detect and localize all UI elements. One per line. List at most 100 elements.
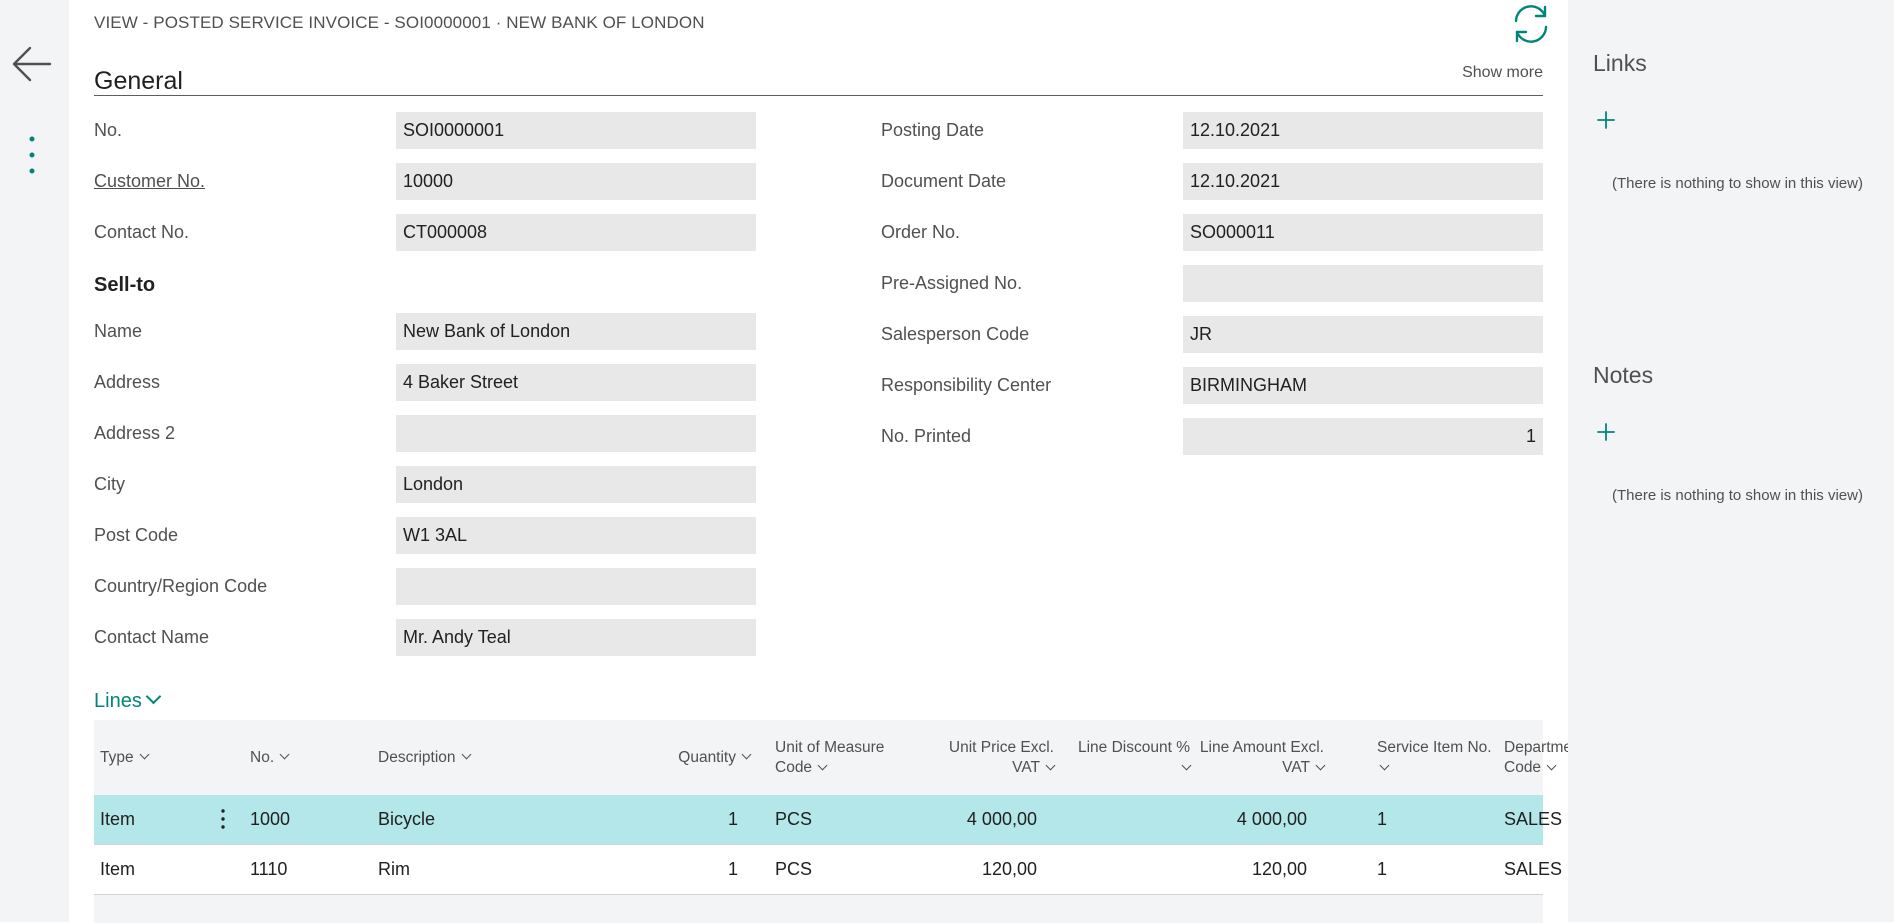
cell-type[interactable]: Item (100, 809, 136, 829)
column-header-unit-price-excl-vat[interactable]: Unit Price Excl. VAT (924, 720, 1056, 795)
refresh-icon (1514, 5, 1548, 43)
field-value[interactable]: W1 3AL (396, 517, 756, 554)
column-header-unit-of-measure-code[interactable]: Unit of Measure Code (775, 720, 905, 795)
field-label: Contact No. (94, 222, 190, 242)
table-row[interactable]: Item 1000 Bicycle 1 PCS 4 000,00 4 000,0… (94, 795, 1562, 845)
field-value[interactable]: CT000008 (396, 214, 756, 251)
chevron-down-icon (1379, 760, 1390, 770)
field-value[interactable]: 1 (1183, 418, 1543, 455)
table-row[interactable]: Item 1110 Rim 1 PCS 120,00 120,00 1 SALE… (94, 845, 1562, 895)
cell-service-item-no[interactable]: 1 (1377, 859, 1388, 879)
cell-unit-price[interactable]: 4 000,00 (966, 809, 1037, 829)
field-document-date: Document Date 12.10.2021 (881, 163, 1543, 200)
column-header-label-wrap: Line Amount Excl. VAT (1199, 738, 1326, 778)
vertical-ellipsis-icon (221, 809, 225, 829)
field-post-code: Post Code W1 3AL (94, 517, 756, 554)
column-header-label: Quantity (678, 748, 736, 766)
field-value[interactable] (396, 568, 756, 605)
field-value[interactable]: New Bank of London (396, 313, 756, 350)
column-header-line-amount-excl-vat[interactable]: Line Amount Excl. VAT (1194, 720, 1326, 795)
cell-no[interactable]: 1000 (250, 809, 291, 829)
column-header-department-code[interactable]: Department Code (1504, 720, 1604, 795)
cell-description[interactable]: Rim (378, 859, 410, 879)
column-header-no[interactable]: No. (250, 720, 370, 795)
cell-uom[interactable]: PCS (775, 809, 813, 829)
cell-line-amount[interactable]: 120,00 (1251, 859, 1307, 879)
add-link-button[interactable] (1594, 108, 1618, 132)
column-header-label: Unit of Measure (775, 738, 885, 756)
field-order-no: Order No. SO000011 (881, 214, 1543, 251)
field-value[interactable]: 4 Baker Street (396, 364, 756, 401)
cell-line-discount[interactable] (1054, 795, 1174, 844)
field-label: Country/Region Code (94, 576, 268, 596)
page-caption: VIEW - POSTED SERVICE INVOICE - SOI00000… (94, 13, 705, 32)
customer-no-link[interactable]: Customer No. (94, 171, 206, 191)
field-responsibility-center: Responsibility Center BIRMINGHAM (881, 367, 1543, 404)
chevron-down-icon (139, 749, 150, 760)
column-header-label: Code (775, 758, 813, 776)
column-header-label: Department (1504, 738, 1585, 756)
field-value[interactable]: 12.10.2021 (1183, 163, 1543, 200)
column-header-label: VAT (1012, 758, 1040, 776)
field-value[interactable]: London (396, 466, 756, 503)
field-value[interactable]: 10000 (396, 163, 756, 200)
field-value[interactable] (396, 415, 756, 452)
field-no-printed: No. Printed 1 (881, 418, 1543, 455)
field-label: No. Printed (881, 426, 972, 446)
cell-line-amount[interactable]: 4 000,00 (1236, 809, 1307, 829)
column-header-description[interactable]: Description (378, 720, 618, 795)
column-header-label: Unit Price Excl. (948, 738, 1054, 756)
lines-section-toggle[interactable]: Lines (94, 688, 162, 713)
column-header-label: Line Amount Excl. (1199, 738, 1324, 756)
show-more-link[interactable]: Show more (1462, 64, 1543, 81)
refresh-button[interactable] (1509, 2, 1553, 46)
field-value[interactable]: BIRMINGHAM (1183, 367, 1543, 404)
field-salesperson-code: Salesperson Code JR (881, 316, 1543, 353)
arrow-left-icon (12, 46, 52, 82)
notes-title: Notes (1593, 362, 1654, 388)
cell-line-discount[interactable] (1054, 845, 1174, 894)
field-value[interactable]: SO000011 (1183, 214, 1543, 251)
cell-department-code[interactable]: SALES (1504, 859, 1563, 879)
left-rail (0, 0, 69, 922)
cell-description[interactable]: Bicycle (378, 809, 436, 829)
row-actions-button[interactable] (216, 807, 230, 831)
grid-empty-area (94, 895, 1543, 923)
column-header-type[interactable]: Type (100, 720, 240, 795)
field-value[interactable]: JR (1183, 316, 1543, 353)
cell-quantity[interactable]: 1 (727, 809, 738, 829)
field-label: Responsibility Center (881, 375, 1052, 395)
field-value[interactable] (1183, 265, 1543, 302)
notes-empty-message: (There is nothing to show in this view) (1612, 487, 1863, 504)
column-header-line-discount[interactable]: Line Discount % (1054, 720, 1192, 795)
links-empty-message: (There is nothing to show in this view) (1612, 175, 1863, 192)
field-posting-date: Posting Date 12.10.2021 (881, 112, 1543, 149)
cell-quantity[interactable]: 1 (727, 859, 738, 879)
field-label: Address 2 (94, 423, 176, 443)
field-value[interactable]: Mr. Andy Teal (396, 619, 756, 656)
more-actions-button[interactable] (22, 134, 42, 178)
field-name: Name New Bank of London (94, 313, 756, 350)
vertical-ellipsis-icon (29, 136, 35, 174)
general-section-header: General Show more (94, 64, 1543, 96)
chevron-down-icon (1315, 760, 1326, 770)
cell-department-code[interactable]: SALES (1504, 809, 1563, 829)
field-value[interactable]: SOI0000001 (396, 112, 756, 149)
field-address: Address 4 Baker Street (94, 364, 756, 401)
general-title: General (94, 67, 183, 95)
field-country-region-code: Country/Region Code (94, 568, 756, 605)
cell-service-item-no[interactable]: 1 (1377, 809, 1388, 829)
add-note-button[interactable] (1594, 420, 1618, 444)
cell-unit-price[interactable]: 120,00 (981, 859, 1037, 879)
field-label: Posting Date (881, 120, 985, 140)
back-button[interactable] (10, 44, 54, 84)
cell-uom[interactable]: PCS (775, 859, 813, 879)
field-value[interactable]: 12.10.2021 (1183, 112, 1543, 149)
chevron-down-icon (461, 749, 471, 760)
column-header-quantity[interactable]: Quantity (654, 720, 752, 795)
cell-no[interactable]: 1110 (250, 859, 288, 879)
main-content: VIEW - POSTED SERVICE INVOICE - SOI00000… (69, 0, 1585, 923)
cell-type[interactable]: Item (100, 859, 136, 879)
column-header-service-item-no[interactable]: Service Item No. (1377, 720, 1497, 795)
chevron-down-icon (279, 749, 290, 760)
